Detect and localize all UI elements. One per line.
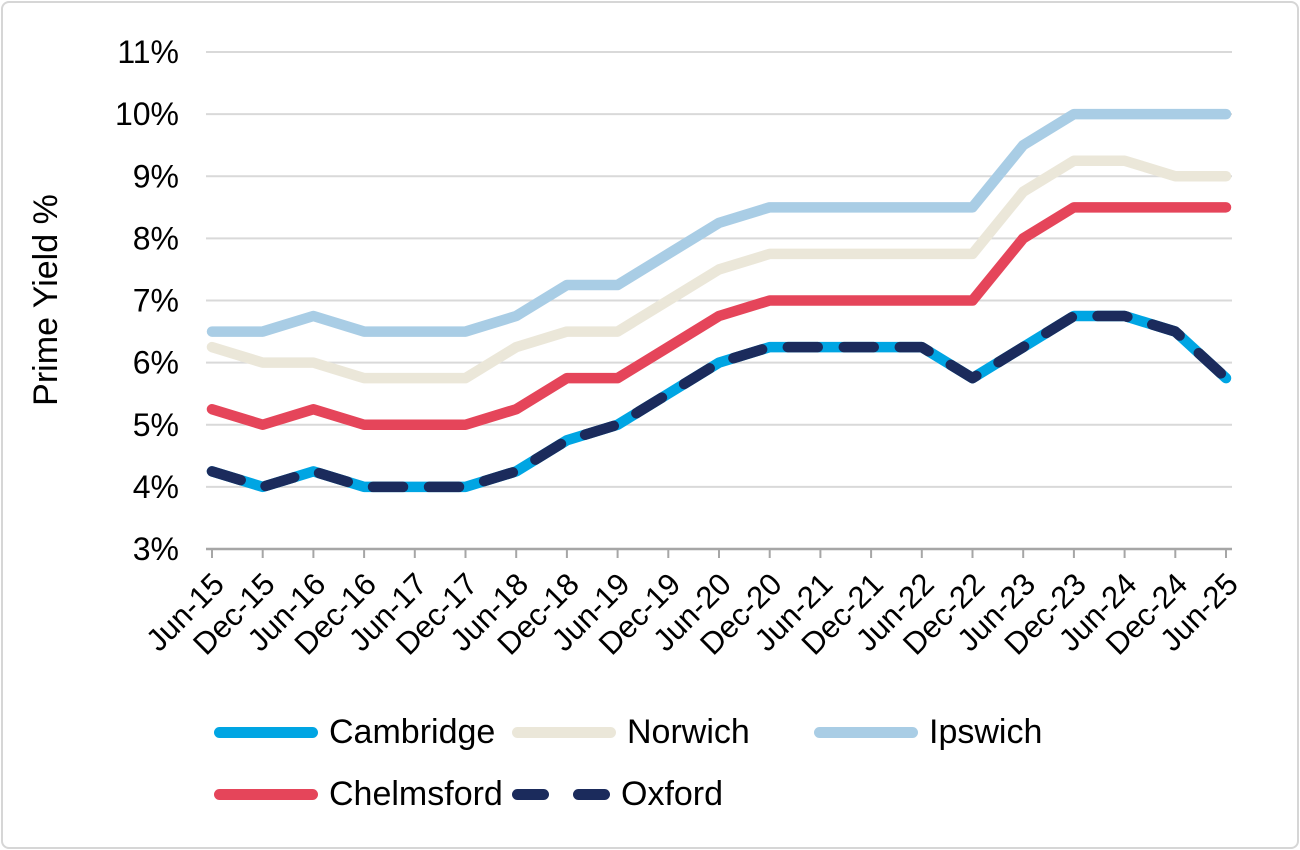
legend-item-ipswich: Ipswich bbox=[814, 711, 1042, 753]
legend-swatch-oxford bbox=[512, 788, 610, 800]
legend-item-norwich: Norwich bbox=[512, 711, 750, 753]
y-axis-tick-label: 11% bbox=[117, 34, 179, 70]
y-axis-tick-label: 5% bbox=[133, 407, 179, 443]
y-axis-tick-label: 10% bbox=[115, 96, 179, 132]
legend-item-cambridge: Cambridge bbox=[214, 711, 495, 753]
legend-swatch-norwich bbox=[512, 726, 616, 738]
series-line-ipswich bbox=[206, 108, 1232, 337]
legend-label: Norwich bbox=[627, 713, 750, 751]
series-line-chelmsford bbox=[206, 202, 1232, 430]
y-axis-tick-label: 8% bbox=[133, 220, 179, 256]
legend-swatch-cambridge bbox=[214, 726, 318, 738]
legend-label: Oxford bbox=[621, 775, 724, 813]
series-line-norwich bbox=[206, 155, 1232, 384]
y-axis-tick-label: 7% bbox=[133, 283, 179, 319]
legend-swatch-ipswich bbox=[814, 726, 918, 738]
series-line-cambridge bbox=[206, 310, 1232, 493]
legend-label: Cambridge bbox=[329, 713, 496, 751]
legend-item-oxford: Oxford bbox=[512, 773, 723, 815]
y-axis-tick-label: 3% bbox=[133, 531, 179, 567]
y-axis-tick-label: 4% bbox=[133, 469, 179, 505]
legend-swatch-chelmsford bbox=[214, 788, 318, 800]
legend-label: Chelmsford bbox=[329, 775, 503, 813]
legend-label: Ipswich bbox=[929, 713, 1043, 751]
y-axis-tick-label: 6% bbox=[133, 345, 179, 381]
y-axis-tick-label: 9% bbox=[133, 158, 179, 194]
series-line-oxford bbox=[206, 310, 1232, 493]
legend-item-chelmsford: Chelmsford bbox=[214, 773, 503, 815]
y-axis-title: Prime Yield % bbox=[27, 194, 65, 406]
